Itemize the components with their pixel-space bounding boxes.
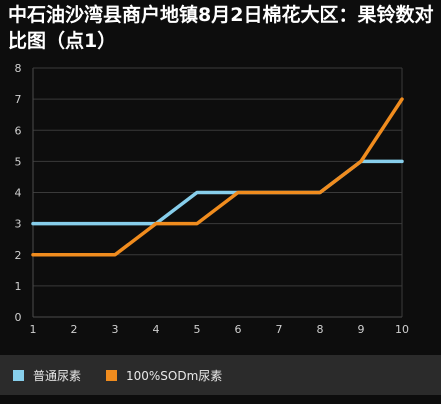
x-tick-labels: 1 2 3 4 5 6 7 8 9 10 — [30, 323, 410, 336]
y-tick-label: 3 — [15, 218, 22, 231]
y-tick-label: 0 — [15, 311, 22, 324]
x-tick-label: 6 — [235, 323, 242, 336]
y-tick-label: 8 — [15, 62, 22, 75]
x-tick-label: 9 — [358, 323, 365, 336]
legend-item-series-1[interactable]: 普通尿素 — [13, 367, 81, 383]
y-tick-label: 2 — [15, 249, 22, 262]
x-tick-label: 4 — [153, 323, 160, 336]
y-tick-label: 4 — [15, 187, 22, 200]
legend-swatch — [106, 369, 117, 381]
axes — [32, 67, 403, 318]
y-tick-labels: 0 1 2 3 4 5 6 7 8 — [15, 62, 22, 324]
legend: 普通尿素 100%SODm尿素 — [0, 355, 441, 395]
y-tick-label: 5 — [15, 155, 22, 168]
x-tick-label: 3 — [112, 323, 119, 336]
bottom-strip — [0, 395, 441, 404]
x-tick-label: 1 — [30, 323, 37, 336]
legend-label: 普通尿素 — [33, 368, 82, 383]
legend-label: 100%SODm尿素 — [126, 368, 223, 383]
chart-title: 中石油沙湾县商户地镇8月2日棉花大区：果铃数对比图（点1） — [8, 4, 434, 52]
y-tick-label: 1 — [15, 280, 22, 293]
x-tick-label: 10 — [395, 323, 409, 336]
legend-item-series-2[interactable]: 100%SODm尿素 — [106, 367, 222, 383]
series-line-2 — [31, 97, 404, 257]
legend-swatch — [13, 369, 24, 381]
x-tick-label: 5 — [194, 323, 201, 336]
x-tick-label: 2 — [71, 323, 78, 336]
series-lines — [31, 97, 404, 257]
x-tick-label: 7 — [276, 323, 283, 336]
x-tick-label: 8 — [317, 323, 324, 336]
y-tick-label: 7 — [15, 93, 22, 106]
y-tick-label: 6 — [15, 124, 22, 137]
